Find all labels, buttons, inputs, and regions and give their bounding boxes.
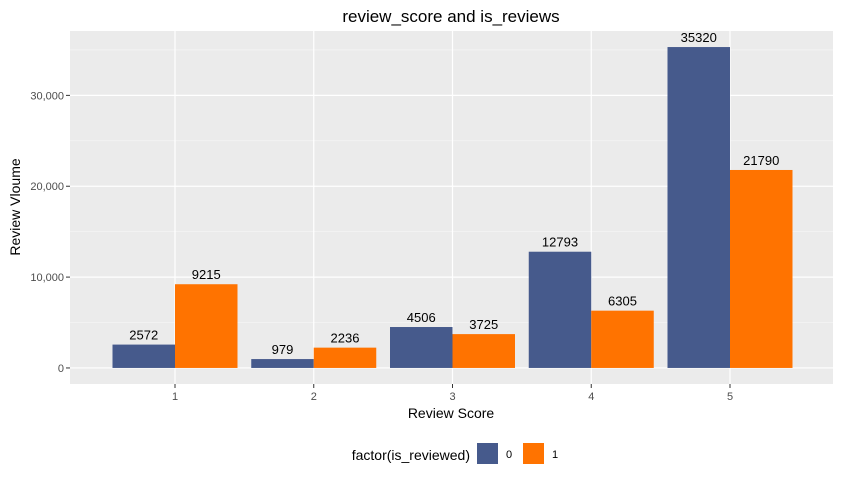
y-tick-label: 20,000	[30, 181, 64, 193]
data-label: 2236	[331, 331, 360, 346]
data-label: 4506	[407, 310, 436, 325]
bar-series-0-cat-3	[390, 327, 453, 368]
data-label: 12793	[542, 235, 578, 250]
bar-series-1-cat-5	[730, 169, 793, 368]
data-label: 2572	[129, 328, 158, 343]
bar-series-1-cat-4	[591, 310, 654, 368]
bar-series-0-cat-4	[528, 251, 592, 368]
y-axis-title: Review Vloume	[7, 158, 23, 255]
data-label: 6305	[608, 294, 637, 309]
data-label: 35320	[681, 30, 717, 45]
bar-series-1-cat-3	[452, 334, 515, 368]
x-axis-ticks: 1 2 3 4 5	[172, 384, 733, 403]
x-tick-label: 5	[727, 391, 733, 403]
bar-series-0-cat-5	[667, 47, 730, 368]
bar-series-0-cat-2	[251, 359, 314, 368]
legend-key-1	[523, 443, 544, 464]
x-tick-label: 4	[588, 391, 594, 403]
y-tick-label: 30,000	[30, 90, 64, 102]
y-tick-label: 0	[58, 363, 64, 375]
x-tick-label: 1	[172, 391, 178, 403]
data-labels: 2572 979 4506 12793 35320 9215 2236 3725 6305 217…	[129, 30, 779, 357]
chart-title: review_score and is_reviews	[342, 7, 559, 26]
x-tick-label: 2	[311, 391, 317, 403]
y-tick-label: 10,000	[30, 272, 64, 284]
x-tick-label: 3	[449, 391, 455, 403]
bars	[112, 47, 793, 368]
data-label: 3725	[469, 317, 498, 332]
y-axis-ticks: 0 10,000 20,000 30,000	[30, 90, 70, 375]
bar-series-0-cat-1	[112, 344, 175, 368]
legend-title: factor(is_reviewed)	[352, 447, 470, 463]
data-label: 9215	[192, 267, 221, 282]
data-label: 21790	[743, 153, 779, 168]
legend-label-1: 1	[552, 449, 558, 461]
data-label: 979	[272, 342, 294, 357]
legend-label-0: 0	[506, 449, 512, 461]
x-axis-title: Review Score	[408, 405, 495, 421]
bar-series-1-cat-2	[313, 347, 377, 368]
legend-key-0	[477, 443, 498, 464]
bar-series-1-cat-1	[175, 284, 238, 368]
